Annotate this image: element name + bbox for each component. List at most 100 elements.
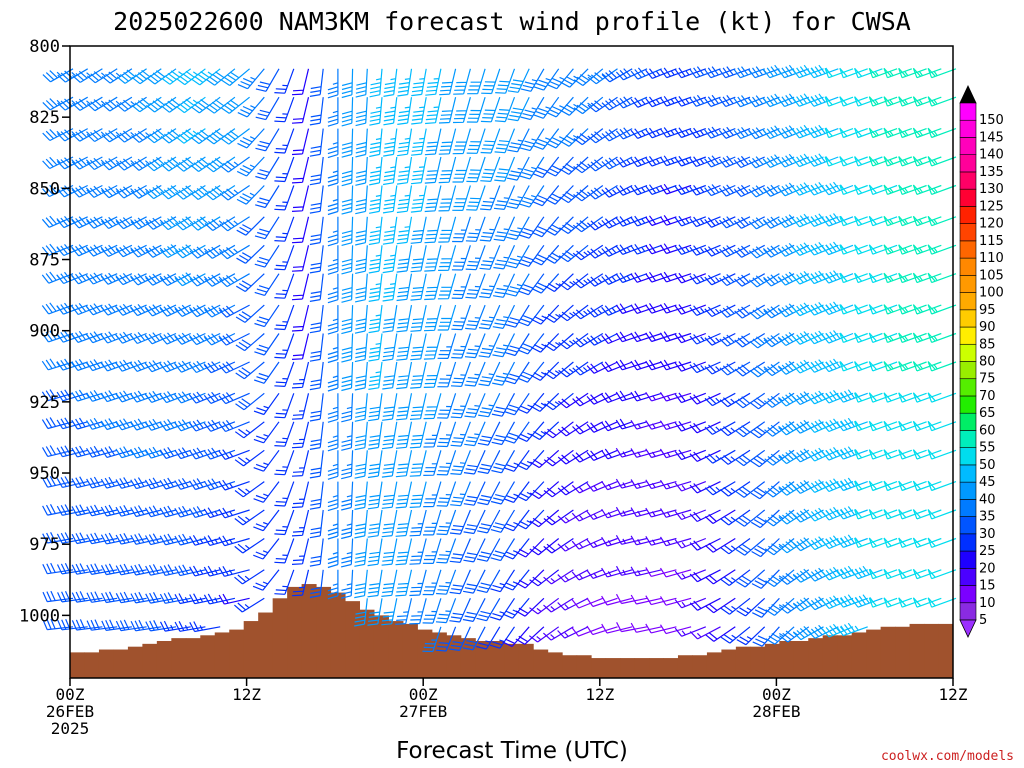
wind-barb	[204, 244, 236, 259]
wind-barb	[720, 626, 751, 644]
wind-barb	[341, 450, 354, 480]
wind-barb	[327, 450, 339, 480]
wind-barb	[115, 359, 147, 372]
wind-barb	[309, 569, 324, 599]
wind-barb	[424, 216, 442, 244]
wind-barb	[86, 244, 118, 257]
wind-barb	[476, 597, 501, 622]
wind-barb	[807, 507, 839, 522]
wind-barb	[189, 184, 221, 201]
wind-barb	[341, 333, 354, 363]
wind-barb	[220, 128, 250, 145]
terrain-bar	[735, 646, 751, 678]
colorbar-label: 35	[979, 510, 996, 525]
wind-barb	[704, 361, 736, 375]
terrain-bar	[229, 629, 245, 678]
wind-barb	[100, 303, 133, 316]
colorbar-label: 10	[979, 596, 996, 611]
wind-barb	[236, 216, 265, 236]
x-tick-label: 00Z	[409, 685, 438, 704]
wind-barb	[532, 216, 560, 238]
wind-barb	[463, 538, 486, 563]
wind-barb	[557, 421, 589, 437]
wind-barb	[807, 330, 839, 345]
colorbar-label: 150	[979, 113, 1004, 128]
terrain-bar	[431, 632, 447, 678]
wind-barb	[927, 156, 957, 167]
wind-barb	[341, 68, 354, 99]
wind-barb	[883, 597, 913, 608]
colorbar-segment	[959, 378, 977, 397]
wind-barb	[436, 538, 457, 564]
wind-barb	[274, 96, 295, 123]
terrain-bar	[243, 621, 259, 678]
wind-barb	[763, 154, 795, 168]
wind-barb	[615, 68, 648, 81]
wind-barb	[792, 64, 824, 79]
wind-barb	[659, 302, 692, 314]
wind-barb	[218, 332, 250, 346]
wind-barb	[86, 128, 118, 143]
wind-barb	[506, 156, 530, 181]
wind-barb	[130, 591, 162, 604]
wind-barb	[466, 97, 486, 123]
wind-barb	[490, 538, 516, 562]
wind-barb	[236, 156, 265, 177]
wind-barb	[189, 273, 221, 287]
wind-barb	[254, 333, 280, 356]
wind-barb	[478, 393, 501, 418]
wind-barb	[493, 216, 516, 242]
colorbar-segment	[959, 257, 977, 276]
wind-barb	[493, 245, 516, 270]
wind-barb	[381, 450, 398, 478]
wind-barb	[868, 332, 898, 343]
wind-barb	[341, 361, 354, 392]
wind-barb	[237, 96, 265, 118]
wind-barb	[689, 361, 721, 374]
wind-barb	[836, 389, 868, 403]
wind-barb	[689, 392, 721, 405]
colorbar-label: 140	[979, 148, 1004, 163]
wind-barb	[792, 93, 824, 107]
wind-barb	[748, 216, 780, 230]
x-tick-label: 00Z	[56, 685, 85, 704]
wind-barb	[410, 361, 427, 389]
wind-barb	[100, 390, 133, 403]
wind-barb	[355, 68, 368, 98]
wind-barb	[912, 96, 942, 107]
colorbar-segment	[959, 206, 977, 224]
wind-barb	[341, 97, 354, 127]
wind-barb	[792, 568, 824, 583]
wind-barb	[478, 361, 501, 387]
terrain-bar	[924, 623, 940, 678]
wind-barb	[778, 449, 810, 465]
wind-barb	[854, 272, 883, 284]
wind-barb	[824, 156, 854, 167]
wind-barb	[733, 95, 765, 108]
wind-barb	[189, 244, 221, 259]
wind-barb	[452, 156, 471, 183]
wind-barb	[254, 216, 280, 240]
colorbar-label: 130	[979, 182, 1004, 197]
wind-barb	[220, 96, 250, 114]
wind-barb	[868, 361, 898, 372]
colorbar-label: 20	[979, 561, 996, 576]
terrain-bar	[851, 632, 867, 678]
wind-barb	[341, 273, 354, 303]
wind-barb	[778, 569, 810, 585]
wind-barb	[733, 273, 765, 287]
wind-barb	[436, 450, 457, 476]
wind-barb	[465, 273, 486, 299]
wind-barb	[435, 626, 457, 652]
terrain-bar	[359, 609, 375, 678]
wind-barb	[382, 216, 398, 245]
wind-barb	[341, 305, 354, 335]
wind-barb	[571, 449, 604, 463]
wind-barb	[86, 96, 118, 112]
wind-barb	[254, 273, 280, 296]
terrain-bar	[200, 635, 216, 678]
colorbar-segment	[959, 119, 977, 138]
wind-barb	[218, 479, 250, 491]
wind-barb	[898, 332, 927, 343]
